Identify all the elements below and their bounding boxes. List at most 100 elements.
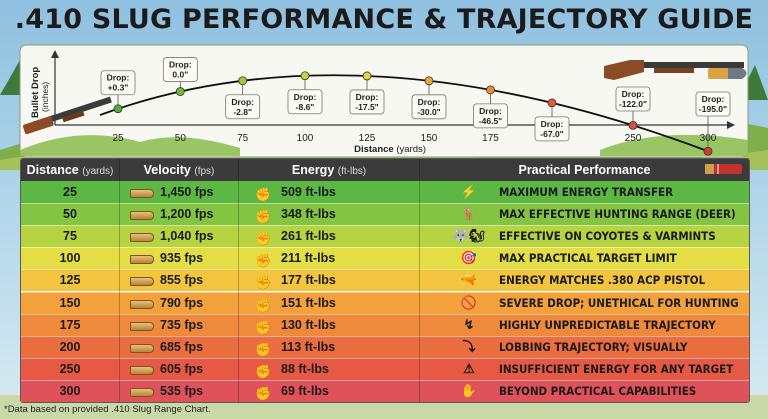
distance-cell: 300 xyxy=(59,383,81,398)
table-row: 250 605 fps ✊ 88 ft-lbs ⚠ INSUFFICIENT ENERGY… xyxy=(21,357,749,380)
callout-box xyxy=(615,86,651,112)
distance-cell: 100 xyxy=(59,251,81,266)
coyote-icon: 🐺🐿 xyxy=(452,228,486,244)
drop-callout: Drop:-67.0" xyxy=(534,102,570,142)
energy-cell: ✊ 509 ft-lbs xyxy=(239,181,419,203)
header-energy: Energy (ft-lbs) xyxy=(291,163,367,177)
callout-box xyxy=(473,103,508,129)
callout-value: -17.5" xyxy=(355,102,378,112)
bullet-icon xyxy=(130,321,154,331)
table-row: 75 1,040 fps ✊ 261 ft-lbs 🐺🐿 EFFECTIVE ON COY… xyxy=(21,225,749,248)
x-axis-arrow xyxy=(727,121,735,129)
x-tick-label: 125 xyxy=(359,133,376,144)
bullet-icon xyxy=(130,387,154,397)
performance-cell: ⚠ INSUFFICIENT ENERGY FOR ANY TARGET xyxy=(420,358,749,380)
fist-icon: ✊ xyxy=(255,253,272,269)
table-row: 200 685 fps ✊ 113 ft-lbs ⤵ LOBBING TRAJECTORY… xyxy=(21,335,749,376)
bullet-icon xyxy=(130,189,154,198)
drop-callout: Drop:0.0" xyxy=(162,57,198,92)
callout-box xyxy=(287,89,323,115)
table-header: Distance (yards) Velocity (fps) Energy (… xyxy=(21,159,749,181)
callout-box xyxy=(225,94,261,120)
trajectory-point xyxy=(628,120,638,130)
velocity-cell: 685 fps xyxy=(120,336,238,358)
callout-box xyxy=(349,89,385,115)
x-tick-label: 50 xyxy=(175,133,187,144)
distance-cell: 250 xyxy=(59,361,81,376)
performance-cell: 🚫 SEVERE DROP; UNETHICAL FOR HUNTING xyxy=(420,292,749,314)
performance-cell: 🦌 MAX EFFECTIVE HUNTING RANGE (DEER) xyxy=(420,203,749,225)
callout-value: -67.0" xyxy=(540,129,563,139)
fist-icon: ✊ xyxy=(255,187,272,202)
callout-prefix: Drop: xyxy=(356,92,379,102)
shotgun-slug-illustration xyxy=(604,60,747,80)
target-icon: 🎯 xyxy=(460,250,478,266)
drop-callout: Drop:-30.0" xyxy=(411,80,447,120)
bullet-icon xyxy=(130,343,154,353)
drop-callout: Drop:-122.0" xyxy=(615,86,651,126)
distance-cell: 200 xyxy=(59,339,81,354)
fist-icon: ✊ xyxy=(255,385,272,401)
y-axis-label: Bullet Drop xyxy=(30,67,41,118)
fist-icon: ✊ xyxy=(255,231,272,247)
velocity-cell: 735 fps xyxy=(120,314,238,336)
distance-cell: 175 xyxy=(59,317,81,332)
performance-cell: 🔫 ENERGY MATCHES .380 ACP PISTOL xyxy=(420,269,749,291)
energy-cell: ✊ 130 ft-lbs xyxy=(239,314,419,336)
trajectory-point xyxy=(424,76,434,86)
distance-cell: 125 xyxy=(59,273,81,288)
x-tick-label: 100 xyxy=(297,133,314,144)
velocity-cell: 935 fps xyxy=(120,247,238,269)
callout-box xyxy=(534,116,570,142)
bullet-icon xyxy=(130,365,154,375)
velocity-cell: 1,040 fps xyxy=(120,225,238,247)
callout-value: -8.6" xyxy=(296,102,315,112)
lightning-icon: ⚡ xyxy=(460,184,478,199)
x-tick-label: 150 xyxy=(421,133,438,144)
distance-cell: 150 xyxy=(59,295,81,310)
callout-prefix: Drop: xyxy=(418,97,441,107)
x-tick-label: 75 xyxy=(237,133,249,144)
drop-callout: Drop:-17.5" xyxy=(349,75,385,115)
fist-icon: ✊ xyxy=(255,209,272,225)
trajectory-point xyxy=(113,104,123,114)
trajectory-point xyxy=(547,98,557,108)
drop-callout: Drop:-8.6" xyxy=(287,75,323,115)
callout-box xyxy=(100,70,136,96)
trajectory-point xyxy=(362,71,372,81)
y-axis-unit: (inches) xyxy=(40,82,50,112)
velocity-cell: 605 fps xyxy=(120,358,238,380)
energy-cell: ✊ 211 ft-lbs xyxy=(239,247,419,269)
energy-cell: ✊ 88 ft-lbs xyxy=(239,358,419,380)
x-tick-label: 25 xyxy=(112,133,124,144)
performance-cell: ✋ BEYOND PRACTICAL CAPABILITIES xyxy=(420,380,749,402)
header-distance: Distance (yards) xyxy=(26,163,114,177)
pistol-icon: 🔫 xyxy=(460,272,478,288)
plunging-arrow-icon: ⤵ xyxy=(462,338,476,354)
velocity-cell: 1,450 fps xyxy=(120,181,238,203)
drop-callout: Drop:+0.3" xyxy=(100,70,136,109)
callout-value: -46.5" xyxy=(479,116,502,126)
callout-prefix: Drop: xyxy=(107,73,130,83)
table-row: 300 535 fps ✊ 69 ft-lbs ✋ BEYOND PRACTICAL CA… xyxy=(21,379,749,402)
hand-stop-icon: ✋ xyxy=(460,382,478,398)
y-axis-arrow xyxy=(51,50,59,58)
performance-cell: 🐺🐿 EFFECTIVE ON COYOTES & VARMINTS xyxy=(420,225,749,247)
bullet-icon xyxy=(130,255,154,265)
trajectory-point xyxy=(300,71,310,81)
no-hunting-icon: 🚫 xyxy=(460,294,478,310)
callout-prefix: Drop: xyxy=(702,94,725,104)
performance-cell: ↯ HIGHLY UNPREDICTABLE TRAJECTORY xyxy=(420,314,749,336)
fist-icon: ✊ xyxy=(255,297,272,313)
warning-icon: ⚠ xyxy=(463,360,475,376)
deer-icon: 🦌 xyxy=(460,206,478,222)
callout-prefix: Drop: xyxy=(622,89,645,99)
energy-cell: ✊ 348 ft-lbs xyxy=(239,203,419,225)
performance-cell: ⚡ MAXIMUM ENERGY TRANSFER xyxy=(420,181,749,203)
shotgun-shell-icon xyxy=(705,164,742,174)
table-row: 100 935 fps ✊ 211 ft-lbs 🎯 MAX PRACTICAL TARG… xyxy=(21,247,749,270)
table-row: 25 1,450 fps ✊ 509 ft-lbs ⚡ MAXIMUM ENERGY TR… xyxy=(21,181,749,203)
energy-cell: ✊ 69 ft-lbs xyxy=(239,380,419,402)
callout-value: -30.0" xyxy=(417,107,440,117)
trajectory-point xyxy=(175,87,185,96)
